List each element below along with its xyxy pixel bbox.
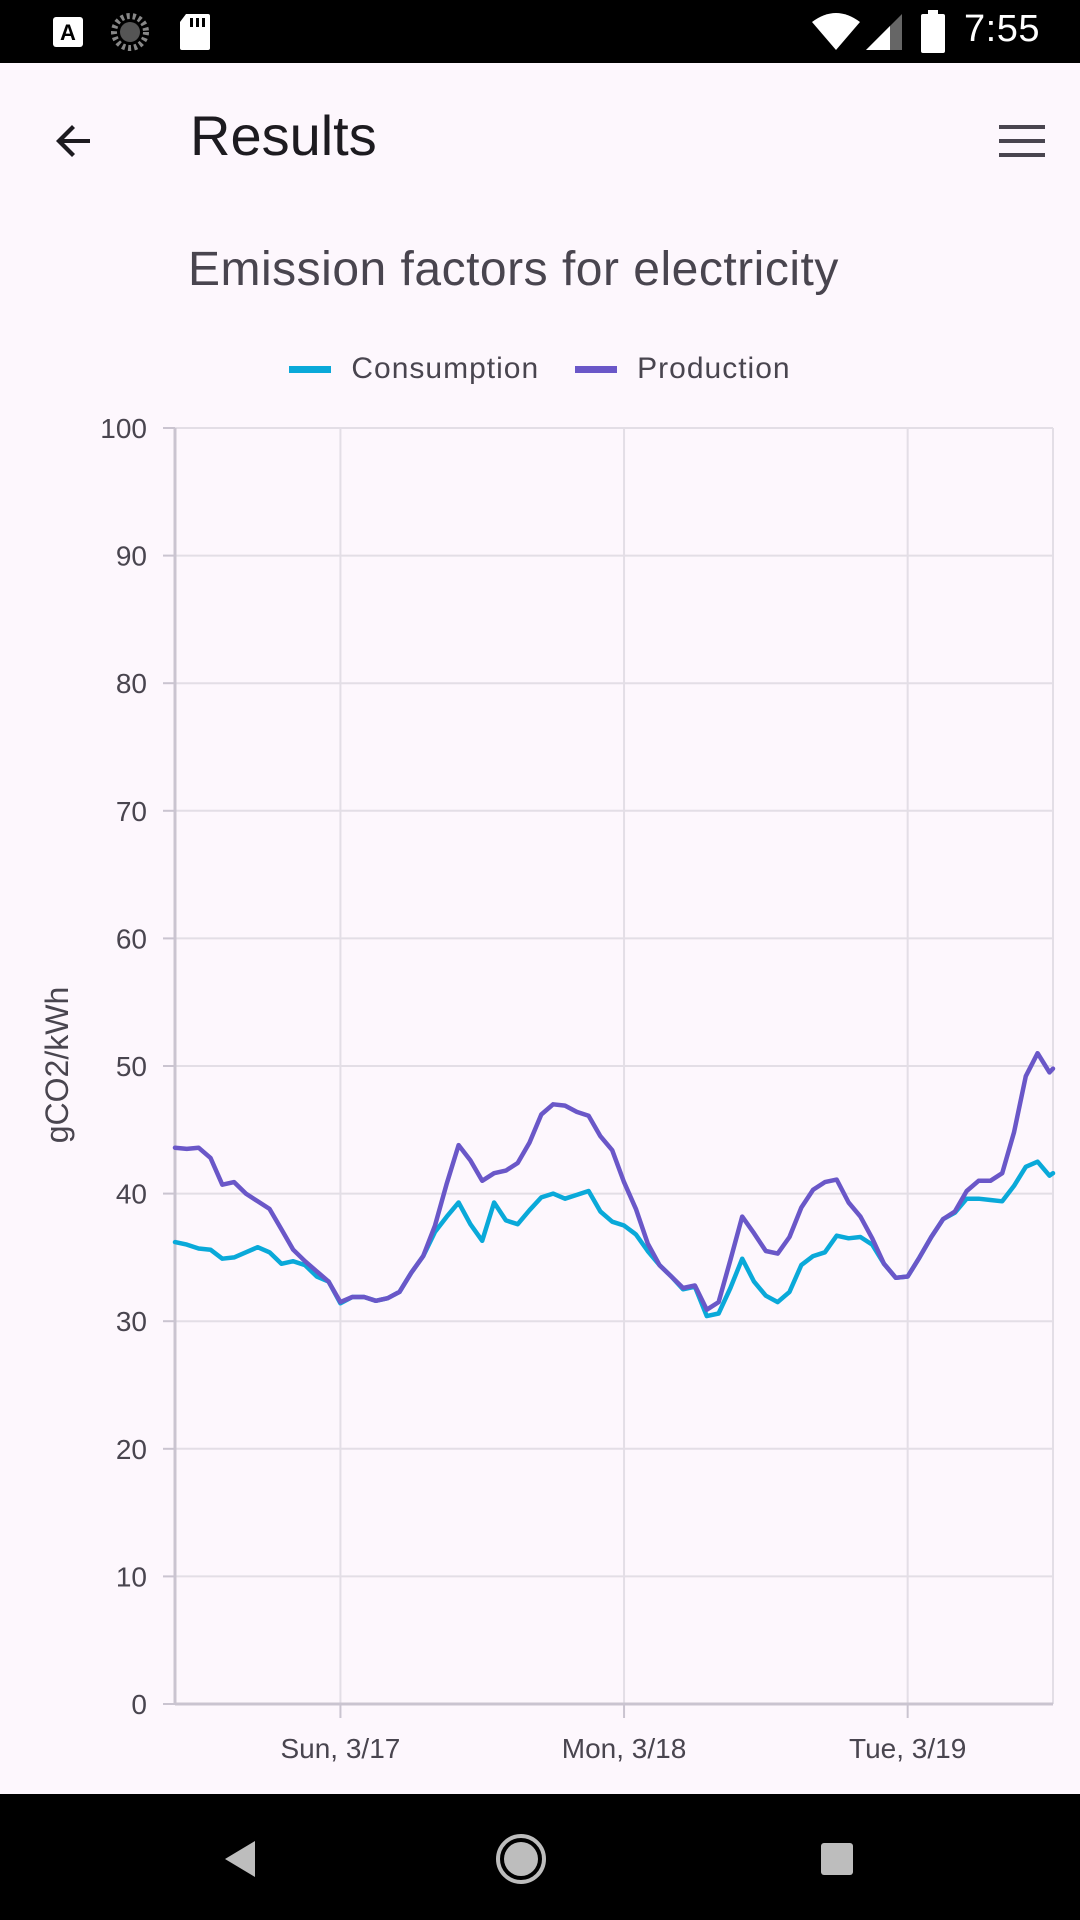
system-navigation-bar (0, 1794, 1080, 1920)
y-tick-label: 40 (116, 1179, 147, 1210)
y-tick-label: 80 (116, 668, 147, 699)
x-tick-label: Sun, 3/17 (280, 1733, 400, 1764)
wifi-icon (812, 13, 860, 50)
chart-axes: 0 10 20 30 40 50 60 70 80 90 100 Sun, 3/17 Mon, 3/18… (100, 413, 1053, 1764)
chart-grid (175, 427, 1054, 1704)
cell-signal-icon (866, 14, 902, 50)
accessibility-a-icon: A (53, 17, 83, 47)
y-tick-label: 90 (116, 541, 147, 572)
chart-series (172, 1050, 1056, 1319)
nav-back-icon (225, 1841, 255, 1877)
nav-home-icon (496, 1834, 546, 1884)
battery-icon (921, 10, 945, 53)
y-tick-label: 30 (116, 1306, 147, 1337)
y-axis-label: gCO2/kWh (39, 987, 75, 1143)
y-tick-label: 100 (100, 413, 147, 444)
legend-item-consumption[interactable]: Consumption (289, 352, 539, 386)
y-tick-label: 20 (116, 1434, 147, 1465)
legend-swatch-consumption (289, 365, 332, 373)
nav-recents-icon (821, 1843, 853, 1875)
legend-swatch-production (575, 365, 618, 373)
legend-label-consumption: Consumption (351, 352, 540, 385)
page-title: Results (190, 104, 377, 167)
x-tick-label: Mon, 3/18 (562, 1733, 687, 1764)
legend-label-production: Production (637, 352, 791, 385)
y-tick-label: 60 (116, 923, 147, 954)
chart-title: Emission factors for electricity (188, 243, 839, 296)
legend-item-production[interactable]: Production (575, 352, 790, 386)
nav-recents-button[interactable] (792, 1814, 882, 1904)
menu-button[interactable] (984, 103, 1060, 179)
y-tick-label: 70 (116, 796, 147, 827)
emission-line-chart: 0 10 20 30 40 50 60 70 80 90 100 Sun, 3/17 Mon, 3/18… (39, 413, 1056, 1764)
nav-back-button[interactable] (196, 1814, 286, 1904)
chart-legend: Consumption Production (0, 352, 1080, 386)
series-line-consumption (172, 1159, 1056, 1319)
y-tick-label: 50 (116, 1051, 147, 1082)
nav-home-button[interactable] (476, 1814, 566, 1904)
y-tick-label: 10 (116, 1561, 147, 1592)
app-bar: Results (0, 63, 1080, 211)
x-tick-label: Tue, 3/19 (849, 1733, 966, 1764)
loading-spinner-icon (111, 13, 149, 51)
status-time: 7:55 (964, 8, 1040, 50)
hamburger-menu-icon (999, 125, 1045, 157)
status-bar: A 7:55 (0, 0, 1080, 63)
sd-card-icon (180, 14, 210, 50)
y-tick-label: 0 (131, 1689, 147, 1720)
svg-text:A: A (60, 20, 76, 45)
back-button[interactable] (36, 103, 112, 179)
series-line-production (172, 1050, 1056, 1312)
arrow-back-icon (56, 125, 90, 157)
